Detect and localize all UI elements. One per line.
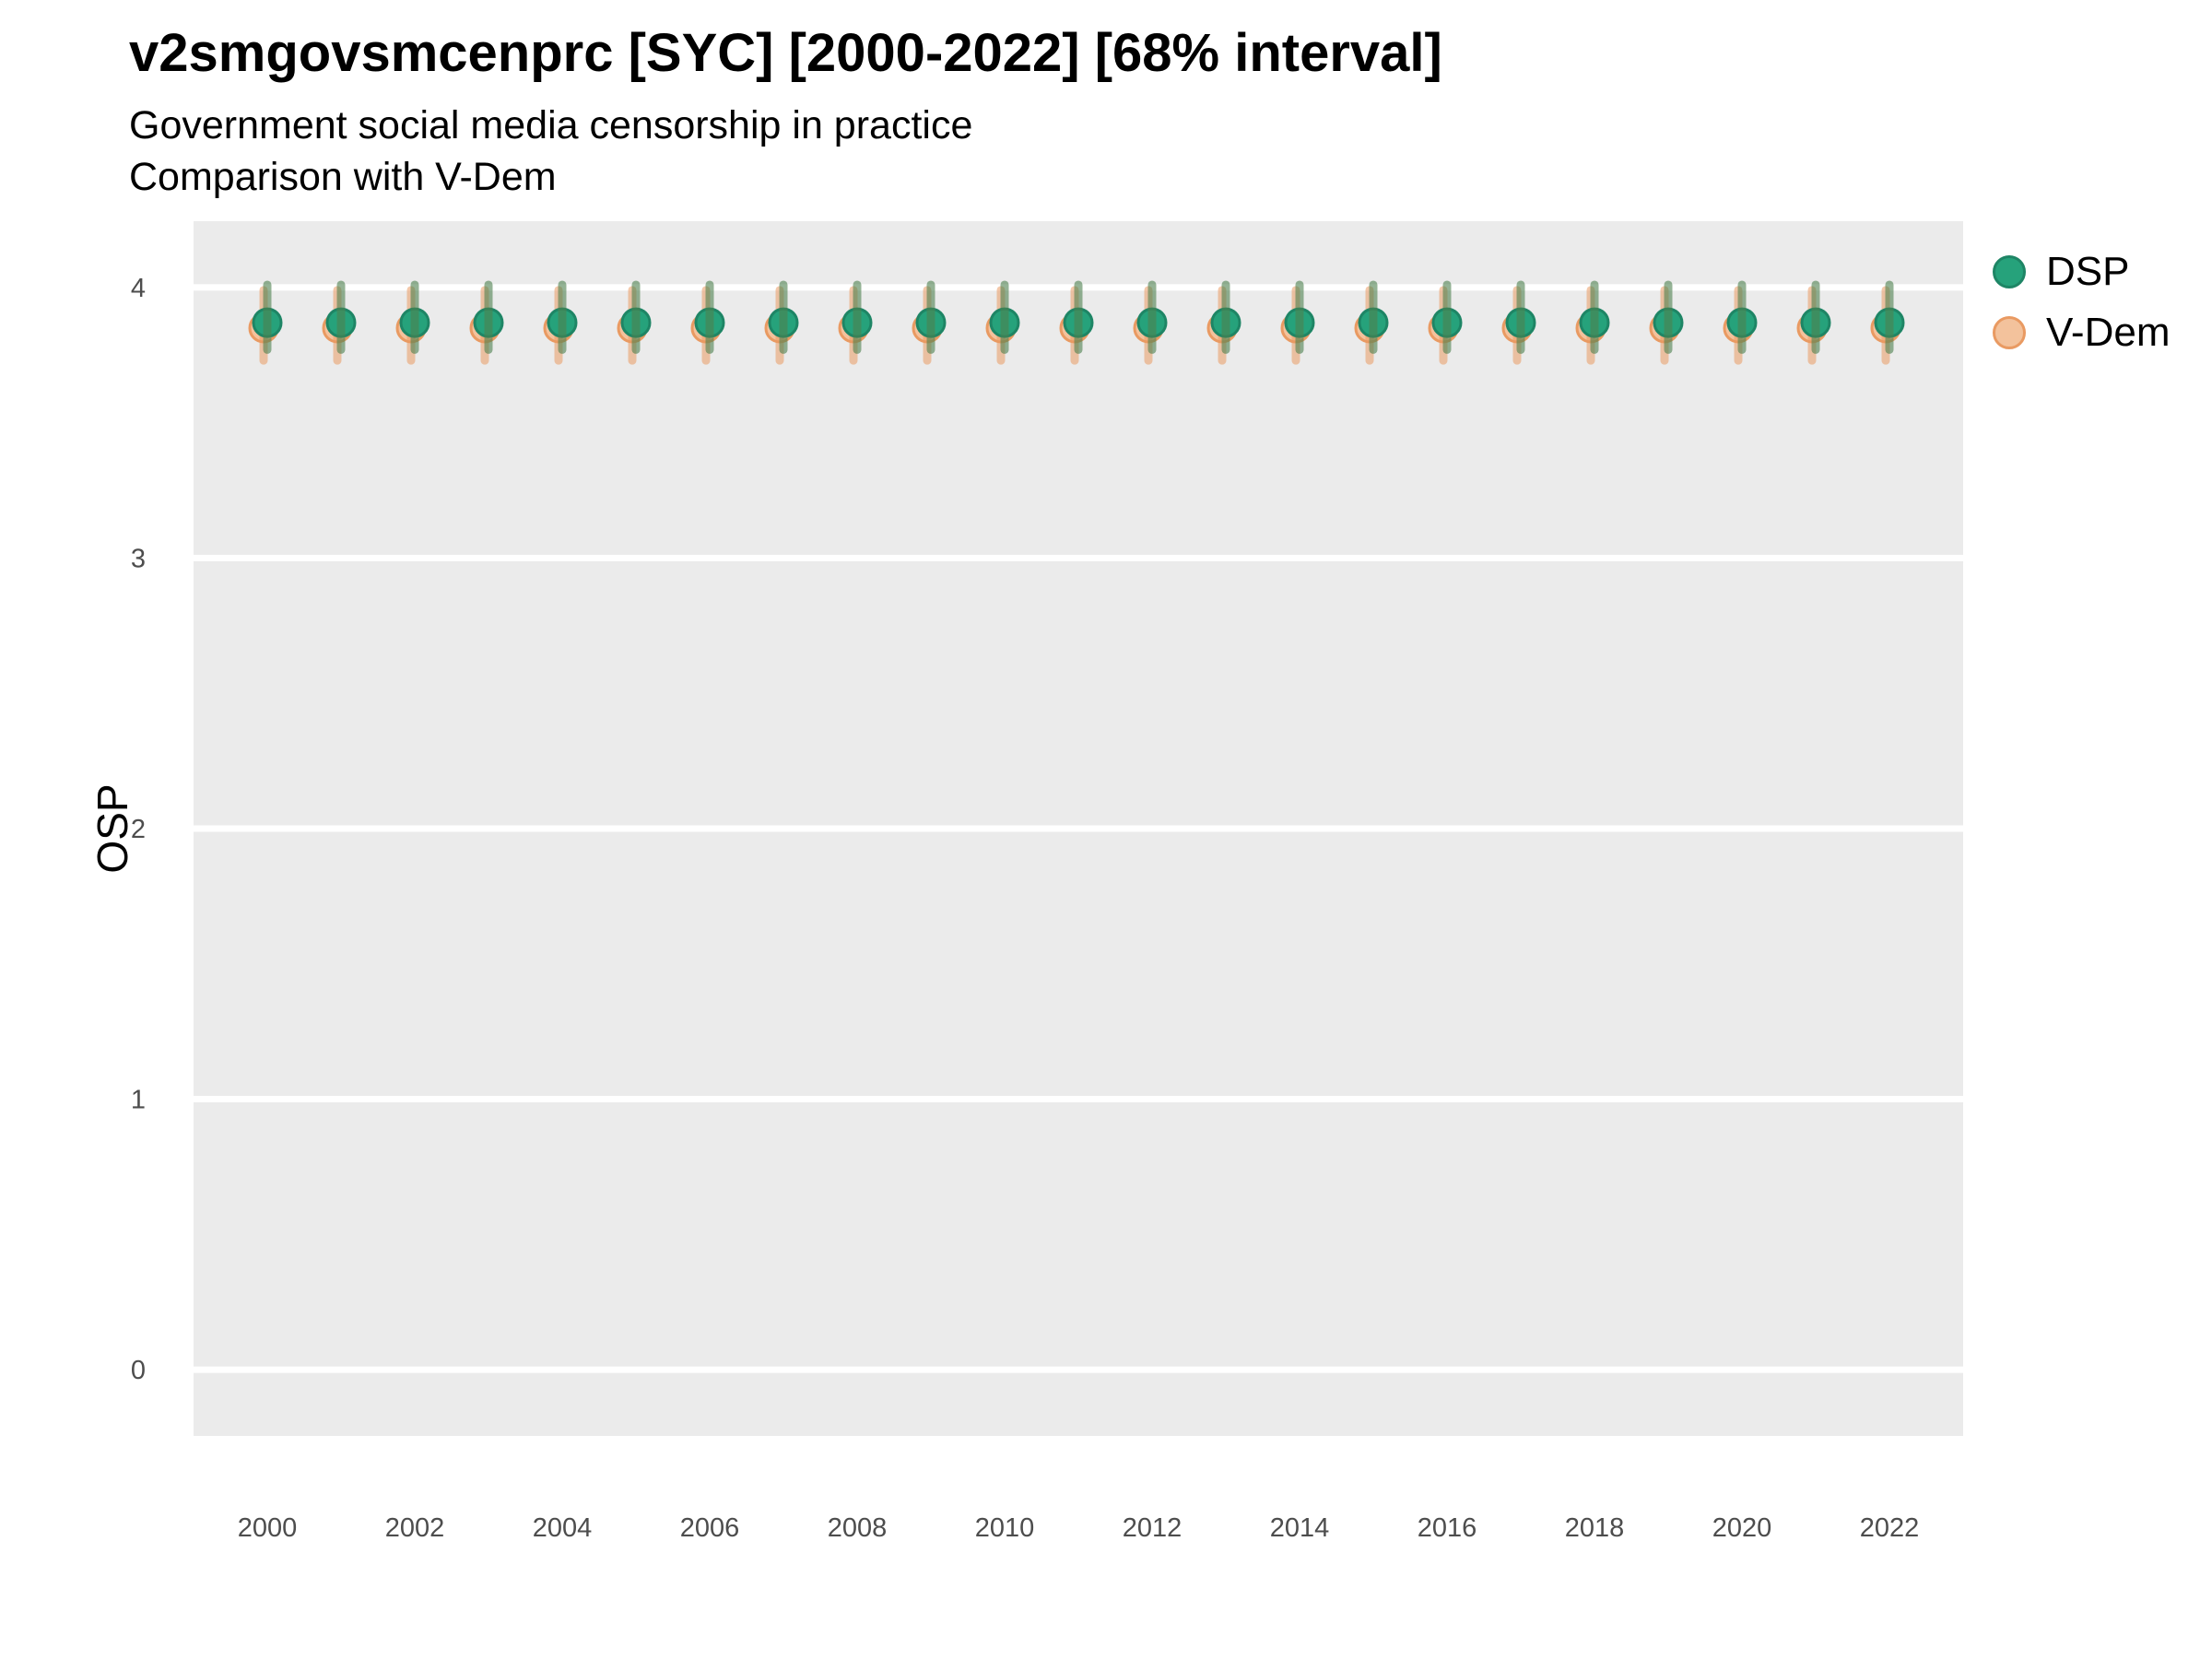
y-tick-label-4: 4 [131,274,146,303]
legend-item-vdem: V-Dem [1993,310,2170,356]
legend: DSP V-Dem [1993,249,2170,356]
x-tick-label-2002: 2002 [385,1513,445,1543]
legend-item-dsp: DSP [1993,249,2170,295]
x-tick-label-2020: 2020 [1712,1513,1772,1543]
y-tick-label-1: 1 [131,1086,146,1115]
x-tick-label-2018: 2018 [1565,1513,1625,1543]
dsp-legend-swatch-icon [1993,255,2026,288]
x-tick-label-2000: 2000 [238,1513,298,1543]
x-tick-label-2004: 2004 [533,1513,593,1543]
x-tick-label-2014: 2014 [1270,1513,1330,1543]
chart-title: v2smgovsmcenprc [SYC] [2000-2022] [68% i… [129,23,1442,83]
x-tick-label-2008: 2008 [828,1513,888,1543]
y-tick-label-2: 2 [131,815,146,844]
legend-label-vdem: V-Dem [2046,310,2171,355]
x-tick-label-2010: 2010 [975,1513,1035,1543]
y-tick-label-3: 3 [131,544,146,573]
y-tick-label-0: 0 [131,1356,146,1385]
x-tick-label-2016: 2016 [1418,1513,1477,1543]
chart-subtitle-2: Comparison with V-Dem [129,155,557,199]
vdem-legend-swatch-icon [1993,316,2026,349]
chart-subtitle: Government social media censorship in pr… [129,103,973,147]
x-tick-label-2006: 2006 [680,1513,740,1543]
x-tick-label-2022: 2022 [1860,1513,1920,1543]
x-tick-label-2012: 2012 [1123,1513,1182,1543]
legend-label-dsp: DSP [2046,249,2130,294]
